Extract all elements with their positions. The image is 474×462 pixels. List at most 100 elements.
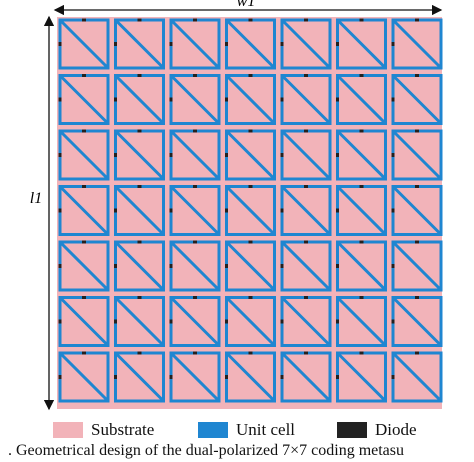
diode xyxy=(225,319,228,324)
unit-cell-diagonal xyxy=(171,186,219,235)
diode xyxy=(137,240,142,244)
legend-swatch-diode xyxy=(337,422,367,438)
unit-cell-diagonal xyxy=(226,186,275,235)
height-label: l1 xyxy=(30,190,42,207)
diode xyxy=(415,74,419,77)
unit-cell-diagonal xyxy=(60,131,108,179)
diode xyxy=(58,42,62,46)
diode xyxy=(304,296,308,299)
unit-cell xyxy=(225,185,276,236)
diode xyxy=(391,375,395,379)
diode xyxy=(58,208,62,213)
unit-cell-grid xyxy=(58,18,443,403)
unit-cell xyxy=(336,74,387,125)
unit-cell xyxy=(225,240,276,292)
diode xyxy=(193,74,197,77)
diode xyxy=(114,208,117,213)
unit-cell-diagonal xyxy=(337,20,386,68)
diode xyxy=(248,74,253,77)
unit-cell xyxy=(280,296,332,347)
diode xyxy=(304,351,308,355)
diode xyxy=(248,240,253,244)
diode xyxy=(58,153,62,157)
unit-cell-diagonal xyxy=(115,131,164,179)
diode xyxy=(169,97,173,102)
diode xyxy=(280,264,284,268)
diode xyxy=(391,264,395,268)
legend: Substrate Unit cell Diode xyxy=(0,419,474,441)
diode xyxy=(336,97,339,102)
unit-cell xyxy=(58,240,110,292)
unit-cell xyxy=(280,351,332,403)
unit-cell xyxy=(280,18,332,70)
unit-cell-diagonal xyxy=(226,20,275,68)
unit-cell-diagonal xyxy=(171,75,219,124)
unit-cell-diagonal xyxy=(337,297,386,346)
diode xyxy=(336,375,339,379)
unit-cell xyxy=(114,185,165,236)
unit-cell-diagonal xyxy=(60,186,108,235)
legend-label-substrate: Substrate xyxy=(91,420,155,439)
diode xyxy=(415,240,419,244)
unit-cell-diagonal xyxy=(115,75,164,124)
diode xyxy=(225,375,228,379)
unit-cell xyxy=(225,296,276,347)
diode xyxy=(82,129,86,133)
diode xyxy=(336,153,339,157)
unit-cell-diagonal xyxy=(282,242,330,290)
unit-cell xyxy=(391,129,443,181)
diode xyxy=(280,97,284,102)
unit-cell xyxy=(169,18,221,70)
diode xyxy=(336,264,339,268)
diode xyxy=(359,129,364,133)
diode xyxy=(169,153,173,157)
diode xyxy=(169,42,173,46)
unit-cell xyxy=(58,18,110,70)
unit-cell-diagonal xyxy=(60,353,108,401)
diode xyxy=(304,74,308,77)
unit-cell xyxy=(336,351,387,403)
diode xyxy=(248,351,253,355)
unit-cell xyxy=(58,129,110,181)
unit-cell-diagonal xyxy=(115,186,164,235)
diode xyxy=(336,208,339,213)
diode xyxy=(193,129,197,133)
unit-cell xyxy=(391,240,443,292)
unit-cell xyxy=(336,240,387,292)
unit-cell-diagonal xyxy=(171,20,219,68)
unit-cell xyxy=(58,185,110,236)
unit-cell-diagonal xyxy=(337,353,386,401)
diode xyxy=(304,129,308,133)
unit-cell xyxy=(225,351,276,403)
diode xyxy=(225,97,228,102)
unit-cell xyxy=(336,185,387,236)
unit-cell xyxy=(280,185,332,236)
diode xyxy=(82,351,86,355)
unit-cell-diagonal xyxy=(393,186,441,235)
diode xyxy=(137,18,142,22)
unit-cell xyxy=(114,129,165,181)
diode xyxy=(415,129,419,133)
unit-cell-diagonal xyxy=(337,242,386,290)
unit-cell-diagonal xyxy=(337,131,386,179)
unit-cell xyxy=(225,18,276,70)
unit-cell-diagonal xyxy=(115,242,164,290)
diode xyxy=(169,375,173,379)
unit-cell xyxy=(114,296,165,347)
legend-label-unit-cell: Unit cell xyxy=(236,420,296,439)
unit-cell-diagonal xyxy=(226,242,275,290)
unit-cell xyxy=(169,129,221,181)
unit-cell-diagonal xyxy=(115,297,164,346)
unit-cell xyxy=(169,240,221,292)
diode xyxy=(391,319,395,324)
unit-cell-diagonal xyxy=(60,297,108,346)
unit-cell xyxy=(336,129,387,181)
unit-cell-diagonal xyxy=(171,353,219,401)
diode xyxy=(304,185,308,188)
diode xyxy=(193,240,197,244)
diode xyxy=(114,264,117,268)
unit-cell-diagonal xyxy=(171,131,219,179)
unit-cell-diagonal xyxy=(115,20,164,68)
diode xyxy=(114,319,117,324)
diode xyxy=(82,185,86,188)
